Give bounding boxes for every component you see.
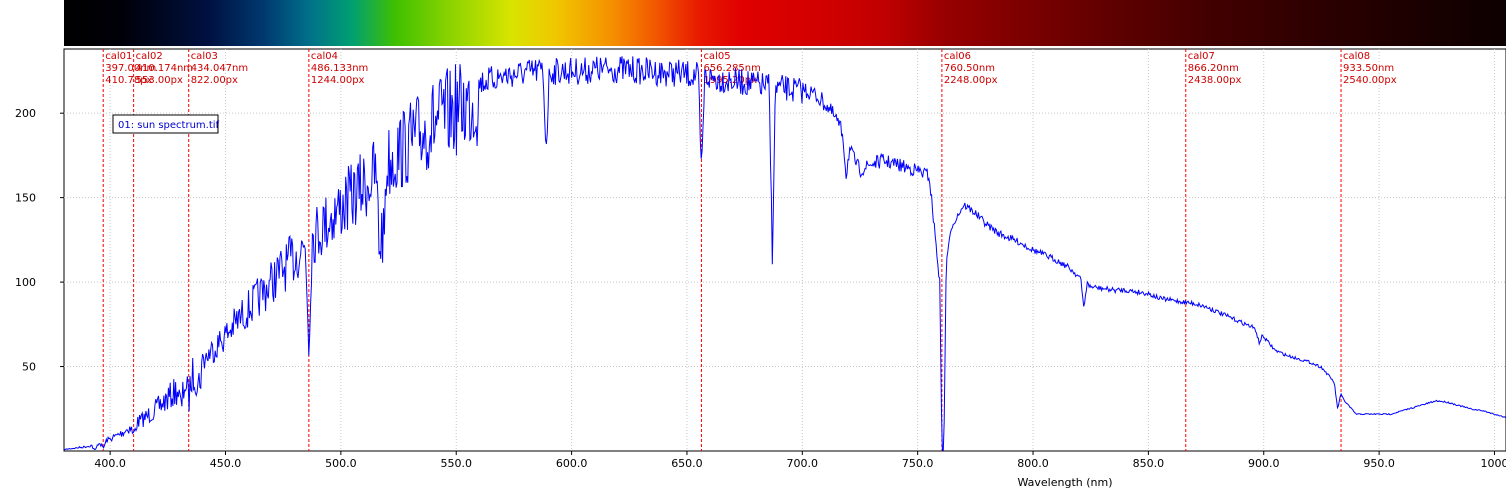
calibration-label: 410.174nm bbox=[136, 63, 193, 74]
x-tick-label: 600.0 bbox=[556, 457, 588, 470]
calibration-label: cal02 bbox=[136, 51, 163, 62]
calibration-label: 553.00px bbox=[136, 75, 183, 86]
x-tick-label: 550.0 bbox=[440, 457, 472, 470]
x-tick-label: 400.0 bbox=[94, 457, 126, 470]
calibration-lines: cal01397.00nm410.78pxcal02410.174nm553.0… bbox=[102, 49, 1397, 451]
spectrum-color-strip bbox=[64, 0, 1506, 46]
calibration-label: cal05 bbox=[703, 51, 730, 62]
x-tick-label: 900.0 bbox=[1248, 457, 1280, 470]
calibration-label: 2438.00px bbox=[1188, 75, 1242, 86]
y-tick-label: 150 bbox=[15, 192, 36, 205]
calibration-label: cal01 bbox=[105, 51, 132, 62]
calibration-label: cal03 bbox=[191, 51, 218, 62]
spectrum-series-line bbox=[63, 56, 1506, 451]
x-tick-label: 450.0 bbox=[210, 457, 242, 470]
y-tick-label: 50 bbox=[22, 361, 36, 374]
calibration-label: 866.20nm bbox=[1188, 63, 1239, 74]
calibration-label: cal07 bbox=[1188, 51, 1215, 62]
x-tick-label: 1000 bbox=[1480, 457, 1506, 470]
x-axis-ticks: 400.0 450.0 500.0 550.0 600.0 650.0 700.0 750.0… bbox=[94, 451, 1506, 470]
calibration-label: 434.047nm bbox=[191, 63, 248, 74]
calibration-label: 656.285nm bbox=[703, 63, 760, 74]
x-tick-label: 750.0 bbox=[902, 457, 934, 470]
calibration-label: 397.00nm bbox=[105, 63, 156, 74]
y-tick-label: 200 bbox=[15, 107, 36, 120]
x-axis-label: Wavelength (nm) bbox=[1017, 476, 1112, 489]
x-tick-label: 800.0 bbox=[1017, 457, 1049, 470]
legend-box bbox=[112, 114, 219, 134]
calibration-label: cal06 bbox=[944, 51, 971, 62]
calibration-label: 822.00px bbox=[191, 75, 238, 86]
calibration-label: 410.78px bbox=[105, 75, 152, 86]
plot-frame bbox=[63, 48, 1506, 452]
y-tick-label: 100 bbox=[15, 276, 36, 289]
calibration-label: 486.133nm bbox=[311, 63, 368, 74]
legend[interactable]: 01: sun spectrum.tif bbox=[112, 114, 220, 134]
calibration-label: 2248.00px bbox=[944, 75, 998, 86]
x-tick-label: 950.0 bbox=[1363, 457, 1395, 470]
x-tick-label: 650.0 bbox=[671, 457, 703, 470]
calibration-label: cal04 bbox=[311, 51, 338, 62]
x-tick-label: 500.0 bbox=[325, 457, 357, 470]
calibration-label: 760.50nm bbox=[944, 63, 995, 74]
y-axis-ticks: 50 100 150 200 bbox=[15, 107, 64, 374]
x-tick-label: 700.0 bbox=[787, 457, 819, 470]
x-tick-label: 850.0 bbox=[1133, 457, 1165, 470]
calibration-label: 2540.00px bbox=[1343, 75, 1397, 86]
calibration-label: 933.50nm bbox=[1343, 63, 1394, 74]
calibration-label: 1244.00px bbox=[311, 75, 365, 86]
calibration-label: cal08 bbox=[1343, 51, 1370, 62]
legend-label: 01: sun spectrum.tif bbox=[118, 120, 220, 131]
